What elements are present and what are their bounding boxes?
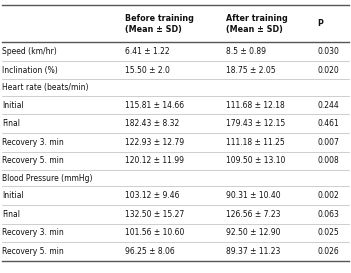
Text: 0.007: 0.007 xyxy=(318,138,339,147)
Text: 0.020: 0.020 xyxy=(318,66,339,75)
Text: 90.31 ± 10.40: 90.31 ± 10.40 xyxy=(226,191,281,200)
Text: 15.50 ± 2.0: 15.50 ± 2.0 xyxy=(125,66,170,75)
Text: Final: Final xyxy=(2,210,20,219)
Text: 0.461: 0.461 xyxy=(318,119,339,128)
Text: 18.75 ± 2.05: 18.75 ± 2.05 xyxy=(226,66,276,75)
Text: Inclination (%): Inclination (%) xyxy=(2,66,58,75)
Text: Recovery 5. min: Recovery 5. min xyxy=(2,156,64,165)
Text: 8.5 ± 0.89: 8.5 ± 0.89 xyxy=(226,47,266,56)
Text: Initial: Initial xyxy=(2,101,24,109)
Text: Final: Final xyxy=(2,119,20,128)
Text: 111.18 ± 11.25: 111.18 ± 11.25 xyxy=(226,138,285,147)
Text: 0.008: 0.008 xyxy=(318,156,339,165)
Text: 96.25 ± 8.06: 96.25 ± 8.06 xyxy=(125,247,174,256)
Text: 179.43 ± 12.15: 179.43 ± 12.15 xyxy=(226,119,286,128)
Text: Recovery 3. min: Recovery 3. min xyxy=(2,138,64,147)
Text: After training
(Mean ± SD): After training (Mean ± SD) xyxy=(226,14,288,34)
Text: 115.81 ± 14.66: 115.81 ± 14.66 xyxy=(125,101,184,109)
Text: 132.50 ± 15.27: 132.50 ± 15.27 xyxy=(125,210,184,219)
Text: 89.37 ± 11.23: 89.37 ± 11.23 xyxy=(226,247,281,256)
Text: 0.030: 0.030 xyxy=(318,47,339,56)
Text: 182.43 ± 8.32: 182.43 ± 8.32 xyxy=(125,119,179,128)
Text: 101.56 ± 10.60: 101.56 ± 10.60 xyxy=(125,229,184,237)
Text: Heart rate (beats/min): Heart rate (beats/min) xyxy=(2,83,88,92)
Text: 120.12 ± 11.99: 120.12 ± 11.99 xyxy=(125,156,184,165)
Text: 0.244: 0.244 xyxy=(318,101,339,109)
Text: Speed (km/hr): Speed (km/hr) xyxy=(2,47,57,56)
Text: 6.41 ± 1.22: 6.41 ± 1.22 xyxy=(125,47,169,56)
Text: 109.50 ± 13.10: 109.50 ± 13.10 xyxy=(226,156,286,165)
Text: 103.12 ± 9.46: 103.12 ± 9.46 xyxy=(125,191,179,200)
Text: 0.026: 0.026 xyxy=(318,247,339,256)
Text: Initial: Initial xyxy=(2,191,24,200)
Text: 126.56 ± 7.23: 126.56 ± 7.23 xyxy=(226,210,281,219)
Text: Recovery 3. min: Recovery 3. min xyxy=(2,229,64,237)
Text: 111.68 ± 12.18: 111.68 ± 12.18 xyxy=(226,101,285,109)
Text: 0.063: 0.063 xyxy=(318,210,339,219)
Text: Blood Pressure (mmHg): Blood Pressure (mmHg) xyxy=(2,174,92,183)
Text: 0.025: 0.025 xyxy=(318,229,339,237)
Text: Recovery 5. min: Recovery 5. min xyxy=(2,247,64,256)
Text: P: P xyxy=(318,19,324,28)
Text: Before training
(Mean ± SD): Before training (Mean ± SD) xyxy=(125,14,193,34)
Text: 122.93 ± 12.79: 122.93 ± 12.79 xyxy=(125,138,184,147)
Text: 92.50 ± 12.90: 92.50 ± 12.90 xyxy=(226,229,281,237)
Text: 0.002: 0.002 xyxy=(318,191,339,200)
